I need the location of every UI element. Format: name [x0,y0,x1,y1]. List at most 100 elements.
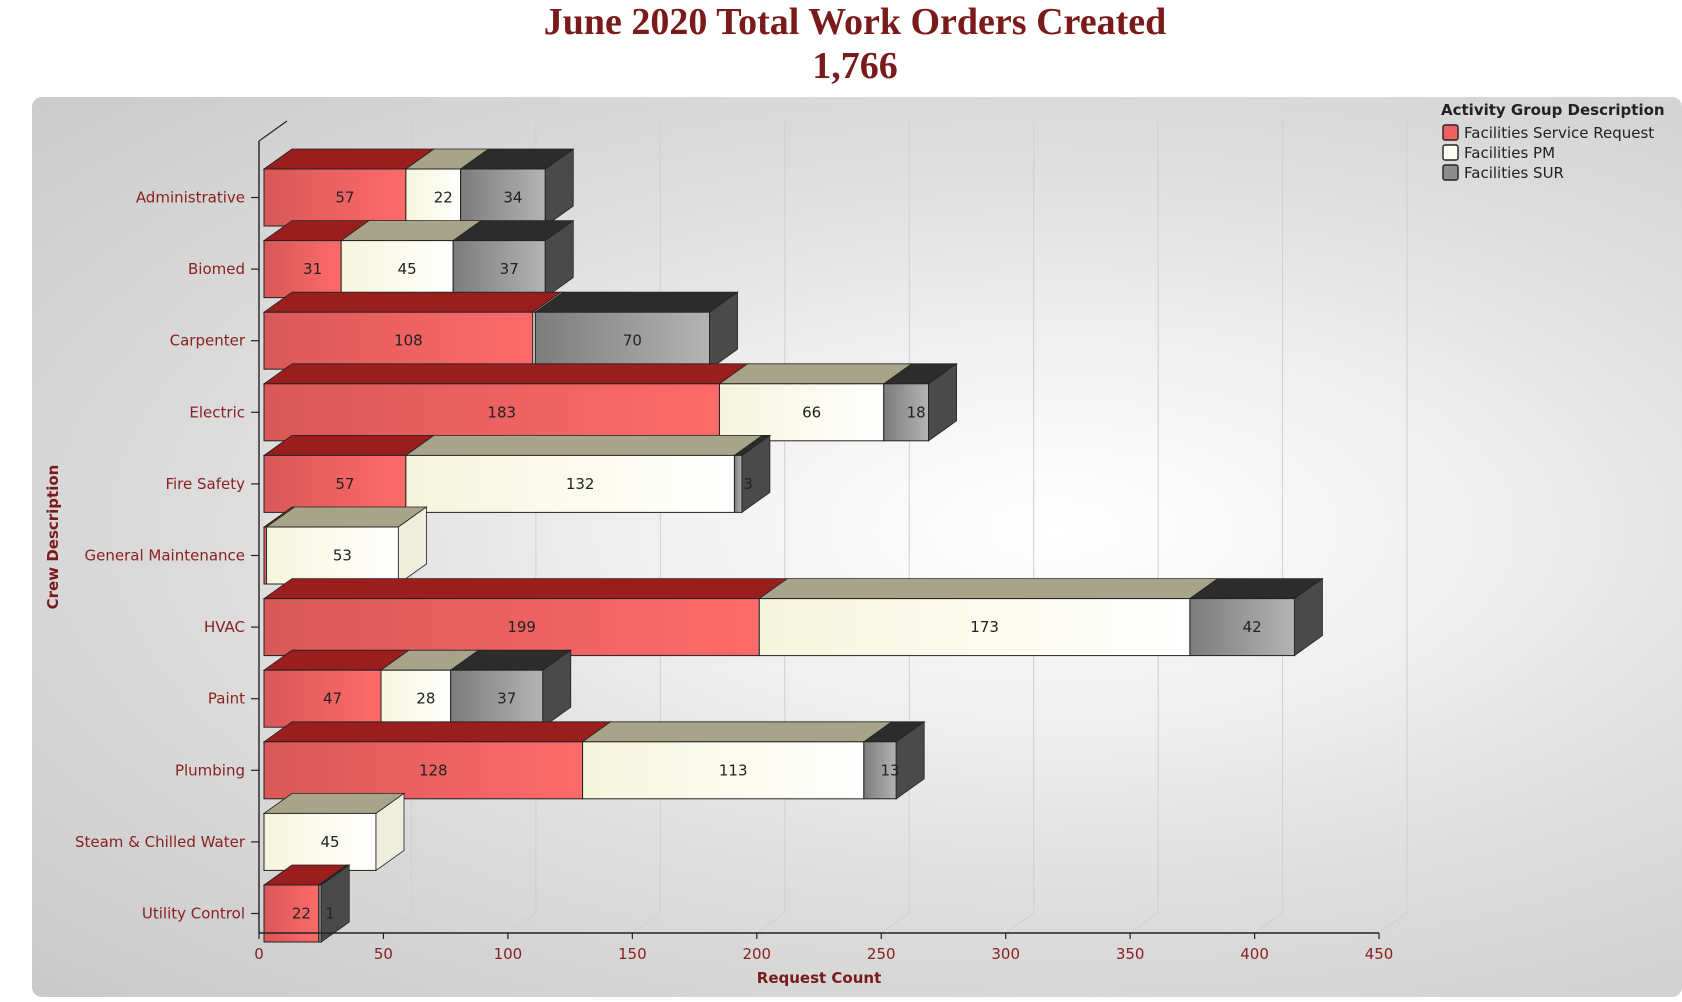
gridline-floor-200 [756,912,786,934]
y-axis-title: Crew Description [44,465,62,610]
bar-fire-safety-facilities-pm [405,454,735,513]
bar-side-hvac [1294,577,1323,657]
bar-side-utility-control [320,864,350,943]
bar-carpenter-facilities-sur [534,311,711,370]
bar-plumbing-facilities-service-request [263,741,584,800]
legend-swatch-facilities-service-request [1442,124,1459,141]
axes: 0 50 100 150 200 250 300 350 400 450 Request Count… [44,141,1393,987]
bar-label-electric-facilities-sur: 18 [907,403,926,421]
gridline-floor-350 [1129,912,1159,934]
bar-label-biomed-facilities-sur: 37 [500,260,519,278]
bars: 57 22 34 31 45 371081701836618 57 132 31 53 199173… [262,148,1324,943]
chart-title-block: June 2020 Total Work Orders Created 1,76… [0,0,1682,88]
legend-title: Activity Group Description [1441,101,1665,119]
bar-plumbing-facilities-pm [582,741,865,800]
bar-electric-facilities-pm [718,383,885,442]
bar-general-maintenance-facilities-pm [265,526,399,585]
bar-label-fire-safety-facilities-service-request: 57 [335,475,354,493]
bar-label-electric-facilities-service-request: 183 [487,403,516,421]
bar-side-plumbing [895,721,925,800]
bar-top-hvac-facilities-pm [758,578,1220,600]
x-tick-label-450: 450 [1365,945,1394,963]
x-tick-label-0: 0 [254,945,264,963]
bar-label-administrative-facilities-service-request: 57 [335,189,354,207]
bar-top-electric-facilities-pm [718,363,914,385]
gridline-floor-450 [1378,912,1408,934]
category-label-general-maintenance: General Maintenance [85,547,245,565]
gridline-floor-50 [383,912,412,934]
bar-side-fire-safety [741,434,771,514]
x-tick-label-50: 50 [374,945,393,963]
bar-top-administrative-facilities-service-request [262,148,436,170]
bar-side-paint [542,649,572,728]
x-tick-label-150: 150 [618,945,647,963]
gridline-floor-150 [632,912,661,934]
bar-label-carpenter-facilities-sur: 70 [623,332,642,350]
category-label-paint: Paint [208,690,245,708]
bar-hvac-facilities-sur [1189,598,1295,657]
bar-side-biomed [544,219,574,299]
category-label-steam-chilled-water: Steam & Chilled Water [75,833,246,851]
bar-label-paint-facilities-pm: 28 [416,690,435,708]
bar-group-carpenter: 108170 [262,291,739,370]
bar-administrative-facilities-sur [460,168,546,227]
gridline-floor-300 [1005,912,1034,934]
bar-biomed-facilities-sur [452,240,546,299]
bar-label-general-maintenance-facilities-pm: 53 [333,547,352,565]
bar-chart: 57 22 34 31 45 371081701836618 57 132 31 53 199173… [44,101,1665,987]
bar-paint-facilities-pm [380,669,452,728]
bar-label-biomed-facilities-service-request: 31 [303,260,322,278]
bar-side-electric [928,363,957,442]
bar-label-hvac-facilities-sur: 42 [1243,618,1262,636]
x-tick-label-100: 100 [494,945,523,963]
bar-group-paint: 47 28 37 [262,649,573,728]
x-tick-label-350: 350 [1116,945,1145,963]
x-tick-label-300: 300 [991,945,1020,963]
bar-label-paint-facilities-sur: 37 [497,690,516,708]
x-tick-label-400: 400 [1240,945,1269,963]
x-tick-label-200: 200 [742,945,771,963]
bar-label-steam-chilled-water-facilities-pm: 45 [320,833,339,851]
category-label-plumbing: Plumbing [175,761,245,779]
category-label-electric: Electric [189,403,245,421]
legend-swatch-facilities-sur [1442,164,1459,181]
legend-label-facilities-service-request: Facilities Service Request [1464,124,1654,142]
bar-group-utility-control: 22 1 [262,864,351,943]
bar-side-steam-chilled-water [375,792,405,872]
category-label-biomed: Biomed [188,260,245,278]
bar-label-plumbing-facilities-service-request: 128 [419,761,448,779]
bar-group-steam-chilled-water: 45 [262,792,406,872]
bar-label-fire-safety-facilities-pm: 132 [566,475,595,493]
legend: Activity Group Description Facilities Ser… [1441,101,1665,182]
gridline-floor-100 [507,912,537,934]
category-label-carpenter: Carpenter [170,332,246,350]
bar-group-hvac: 199 173 42 [262,577,1324,657]
legend-label-facilities-pm: Facilities PM [1464,144,1555,162]
bar-label-carpenter-facilities-service-request: 108 [394,332,423,350]
bar-label-utility-control-facilities-service-request: 22 [292,905,311,923]
chart-title: June 2020 Total Work Orders Created [543,1,1167,43]
bar-top-plumbing-facilities-pm [581,721,894,743]
bar-group-general-maintenance: 153 [262,506,428,585]
bar-label-plumbing-facilities-pm: 113 [719,761,748,779]
bar-biomed-facilities-service-request [263,240,342,299]
bar-top-carpenter-facilities-service-request [262,291,563,313]
bar-top-electric-facilities-service-request [262,363,749,385]
bar-administrative-facilities-service-request [263,168,407,227]
bar-group-biomed: 31 45 37 [262,219,575,299]
bar-top-fire-safety-facilities-pm [404,434,764,456]
chart-subtitle: 1,766 [812,45,898,87]
bar-side-general-maintenance [398,506,427,585]
bar-group-electric: 183 66 18 [262,363,958,442]
bar-top-fire-safety-facilities-service-request [262,434,436,456]
bar-side-carpenter [709,291,738,370]
axis-corner-top [258,120,288,142]
category-label-fire-safety: Fire Safety [165,475,245,493]
bar-hvac-facilities-pm [758,598,1191,657]
category-label-hvac: HVAC [204,618,245,636]
bar-side-administrative [544,148,574,227]
chart-panel: 57 22 34 31 45 371081701836618 57 132 31 53 199173… [32,97,1682,997]
bar-label-administrative-facilities-sur: 34 [503,189,522,207]
bar-label-biomed-facilities-pm: 45 [398,260,417,278]
bar-top-hvac-facilities-service-request [262,578,789,600]
